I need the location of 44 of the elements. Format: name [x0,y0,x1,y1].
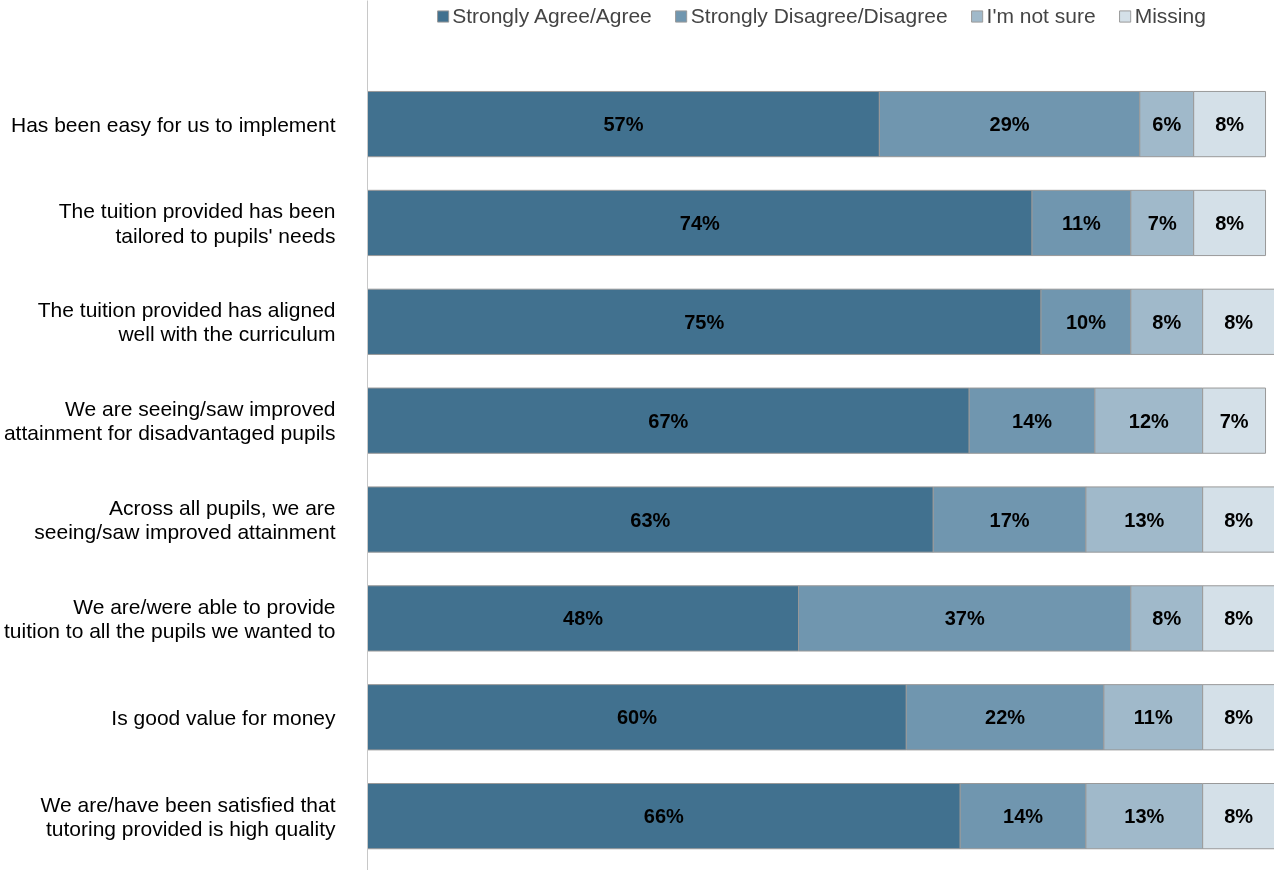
y-tick-label: We are/were able to provide tuition to all the pupils we wanted to [3,594,336,642]
data-label: 75% [684,310,725,333]
data-label: 17% [989,508,1030,531]
data-label: 10% [1065,310,1107,333]
data-label: 13% [1124,805,1165,828]
data-label: 14% [1003,805,1044,828]
y-tick-label: We are seeing/saw improved attainment for disadvantaged pupils [3,397,336,445]
data-label: 7% [1147,211,1177,234]
data-label: 63% [630,508,671,531]
data-label: 22% [985,706,1026,729]
data-label: 8% [1224,706,1254,729]
legend-label: Strongly Agree/Agree [452,4,652,28]
data-label: 8% [1215,113,1245,136]
legend-label: Missing [1134,4,1206,28]
data-label: 11% [1133,706,1173,729]
data-label: 8% [1224,310,1254,333]
data-label: 8% [1224,508,1254,531]
y-tick-label: The tuition provided has been tailored to pupils' needs [58,199,336,247]
data-label: 66% [643,805,685,828]
data-label: 67% [648,409,689,432]
data-label: 8% [1224,607,1254,630]
data-label: 48% [563,607,604,630]
legend-label: Strongly Disagree/Disagree [690,4,948,28]
data-label: 8% [1152,310,1182,333]
y-tick-label: We are/have been satisfied that tutoring provided is high quality [40,792,336,840]
data-label: 29% [989,113,1030,136]
data-label: 57% [603,113,644,136]
y-tick-label: Across all pupils, we are seeing/saw improved attainment [34,495,336,544]
y-tick-label: Has been easy for us to implement [11,112,336,136]
y-tick-label: Is good value for money [111,705,336,729]
data-label: 60% [616,706,658,729]
data-label: 7% [1219,409,1249,432]
data-label: 12% [1128,409,1170,432]
data-label: 8% [1224,805,1254,828]
data-label: 14% [1012,409,1053,432]
data-label: 8% [1152,607,1182,630]
data-label: 74% [679,211,720,234]
data-label: 8% [1215,211,1245,234]
data-label: 11% [1061,211,1102,234]
data-label: 13% [1124,508,1165,531]
data-label: 6% [1152,113,1182,136]
data-label: 37% [944,607,985,630]
y-tick-label: The tuition provided has aligned well with the curriculum [37,298,336,346]
legend-label: I'm not sure [986,4,1096,28]
